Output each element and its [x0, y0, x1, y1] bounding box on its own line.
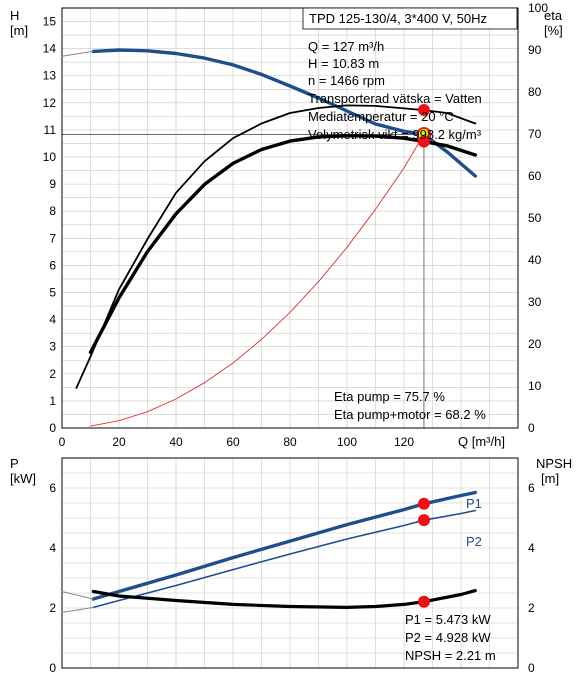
npsh-tick-label: 2: [528, 601, 535, 615]
h-tick-label: 13: [43, 69, 57, 83]
series-eta-pump: [75, 104, 477, 390]
eta-tick-label: 90: [528, 43, 542, 57]
info-density: Volymetrisk vikt = 998.2 kg/m³: [308, 127, 482, 142]
npsh-tick-label: 4: [528, 541, 535, 555]
p-tick-label: 4: [49, 541, 56, 555]
h-tick-label: 15: [43, 15, 57, 29]
info-p2: P2 = 4.928 kW: [405, 630, 491, 645]
top-x-tick-labels: 0 20 40 60 80 100 120: [59, 435, 415, 449]
info-h: H = 10.83 m: [308, 56, 379, 71]
bottom-plot-frame: [61, 457, 519, 669]
h-tick-label: 11: [44, 123, 57, 137]
h-tick-label: 7: [49, 231, 56, 245]
series-p2: [92, 509, 477, 609]
npsh-tick-label: 0: [528, 661, 535, 675]
h-tick-label: 1: [49, 394, 56, 408]
info-q: Q = 127 m³/h: [308, 39, 384, 54]
top-plot-frame: [61, 7, 519, 429]
info-p1: P1 = 5.473 kW: [405, 612, 491, 627]
q-tick-label: 100: [337, 435, 357, 449]
q-tick-label: 120: [394, 435, 414, 449]
p-tick-label: 0: [49, 661, 56, 675]
eta-tick-label: 60: [528, 169, 542, 183]
series-p2-ext: [61, 606, 94, 613]
series-p1-ext: [61, 591, 94, 600]
eta-tick-label: 30: [528, 295, 542, 309]
h-tick-label: 14: [43, 42, 57, 56]
npsh-tick-label: 6: [528, 481, 535, 495]
p-axis-label-line1: P: [10, 456, 19, 471]
h-tick-label: 3: [49, 340, 56, 354]
bottom-right-tick-labels: 0 2 4 6: [528, 481, 535, 675]
h-tick-label: 6: [49, 258, 56, 272]
h-axis-label-line1: H: [10, 8, 19, 23]
info-npsh: NPSH = 2.21 m: [405, 648, 496, 663]
eta-pump-label: Eta pump = 75.7 %: [334, 389, 445, 404]
p-tick-label: 2: [49, 601, 56, 615]
h-tick-label: 5: [49, 286, 56, 300]
h-axis-label-line2: [m]: [10, 23, 28, 38]
h-tick-label: 0: [49, 421, 56, 435]
series-label-p1: P1: [466, 496, 482, 511]
duty-point-power: [417, 595, 430, 608]
chart-title: TPD 125-130/4, 3*400 V, 50Hz: [309, 11, 487, 26]
h-tick-label: 8: [49, 204, 56, 218]
bottom-chart: 0 2 4 6 0 2 4 6 P [kW] NPSH [m] P1 P2 P1 = 5.4…: [10, 456, 572, 675]
q-tick-label: 40: [169, 435, 183, 449]
eta-tick-label: 50: [528, 211, 542, 225]
eta-tick-label: 70: [528, 127, 542, 141]
q-tick-label: 60: [226, 435, 240, 449]
duty-point-efficiency: [417, 135, 430, 148]
p-axis-label-line2: [kW]: [10, 471, 36, 486]
info-n: n = 1466 rpm: [308, 73, 385, 88]
title-box: [302, 7, 518, 30]
series-label-p2: P2: [466, 534, 482, 549]
p-tick-label: 6: [49, 481, 56, 495]
bottom-series: [61, 490, 477, 613]
eta-tick-label: 10: [528, 379, 542, 393]
eta-axis-label-line2: [%]: [544, 23, 563, 38]
eta-tick-label: 20: [528, 337, 542, 351]
top-series: [61, 48, 477, 427]
series-npsh: [91, 588, 477, 610]
eta-pump-motor-label: Eta pump+motor = 68.2 %: [334, 407, 486, 422]
h-tick-label: 12: [43, 96, 57, 110]
q-axis-label: Q [m³/h]: [458, 434, 505, 449]
top-duty-points: [416, 104, 432, 148]
info-temperature: Mediatemperatur = 20 °C: [308, 109, 454, 124]
top-info-block: Q = 127 m³/h H = 10.83 m n = 1466 rpm Tr…: [308, 39, 482, 142]
series-H-ext: [61, 50, 94, 57]
bottom-duty-points: [417, 497, 430, 608]
duty-point-power: [417, 497, 430, 510]
npsh-axis-label-line1: NPSH: [536, 456, 572, 471]
top-right-tick-labels: 0 10 20 30 40 50 60 70 80 90 100: [528, 1, 548, 435]
eta-tick-label: 40: [528, 253, 542, 267]
duty-point-efficiency: [417, 104, 430, 117]
eta-axis-label-line1: eta: [544, 8, 563, 23]
eta-tick-label: 0: [528, 421, 535, 435]
q-tick-label: 0: [59, 435, 66, 449]
h-tick-label: 4: [49, 313, 56, 327]
eta-tick-label: 100: [528, 1, 548, 15]
q-tick-label: 20: [112, 435, 126, 449]
h-tick-label: 10: [43, 150, 57, 164]
series-eta-pump-motor: [88, 133, 477, 355]
duty-point-power: [417, 514, 430, 527]
q-tick-label: 80: [283, 435, 297, 449]
bottom-left-tick-labels: 0 2 4 6: [49, 481, 56, 675]
series-system-curve: [90, 134, 425, 427]
h-tick-label: 9: [49, 177, 56, 191]
h-tick-label: 2: [49, 367, 56, 381]
info-liquid: Transporterad vätska = Vatten: [308, 91, 482, 106]
eta-tick-label: 80: [528, 85, 542, 99]
npsh-axis-label-line2: [m]: [541, 471, 559, 486]
series-p1: [91, 490, 477, 601]
